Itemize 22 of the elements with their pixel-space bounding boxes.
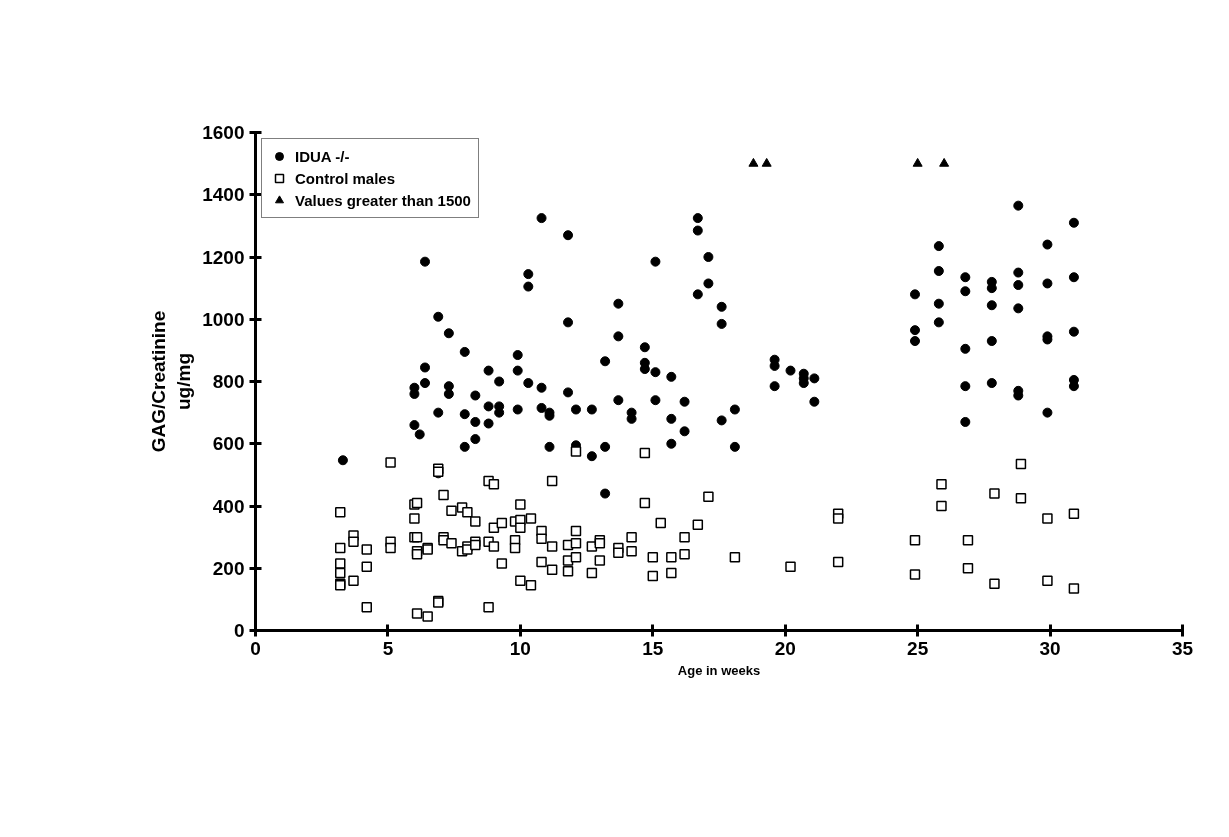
legend-label: IDUA -/- bbox=[295, 146, 350, 166]
y-tick-label: 1000 bbox=[202, 308, 245, 330]
x-tick-label: 25 bbox=[907, 637, 929, 659]
y-tick-label: 1600 bbox=[202, 122, 245, 143]
x-tick-label: 10 bbox=[509, 637, 531, 659]
y-tick-label: 200 bbox=[212, 557, 245, 579]
x-tick-label: 30 bbox=[1039, 637, 1061, 659]
x-axis-title: Age in weeks bbox=[677, 662, 761, 678]
y-axis-title: GAG/Creatinine ug/mg bbox=[148, 310, 195, 453]
y-tick-label: 400 bbox=[212, 495, 245, 517]
x-tick-label: 15 bbox=[642, 637, 664, 659]
x-tick-label: 35 bbox=[1171, 637, 1194, 659]
y-tick-label: 0 bbox=[233, 620, 245, 641]
legend-label: Values greater than 1500 bbox=[295, 190, 471, 210]
x-tick-label: 0 bbox=[250, 637, 261, 659]
y-tick-label: 600 bbox=[212, 433, 245, 455]
y-tick-label: 800 bbox=[212, 371, 245, 392]
y-tick-label: 1400 bbox=[202, 184, 245, 206]
y-tick-label: 1200 bbox=[202, 246, 245, 268]
x-tick-label: 5 bbox=[382, 637, 394, 659]
x-tick-label: 20 bbox=[774, 637, 796, 659]
legend-label: Control males bbox=[295, 168, 396, 188]
